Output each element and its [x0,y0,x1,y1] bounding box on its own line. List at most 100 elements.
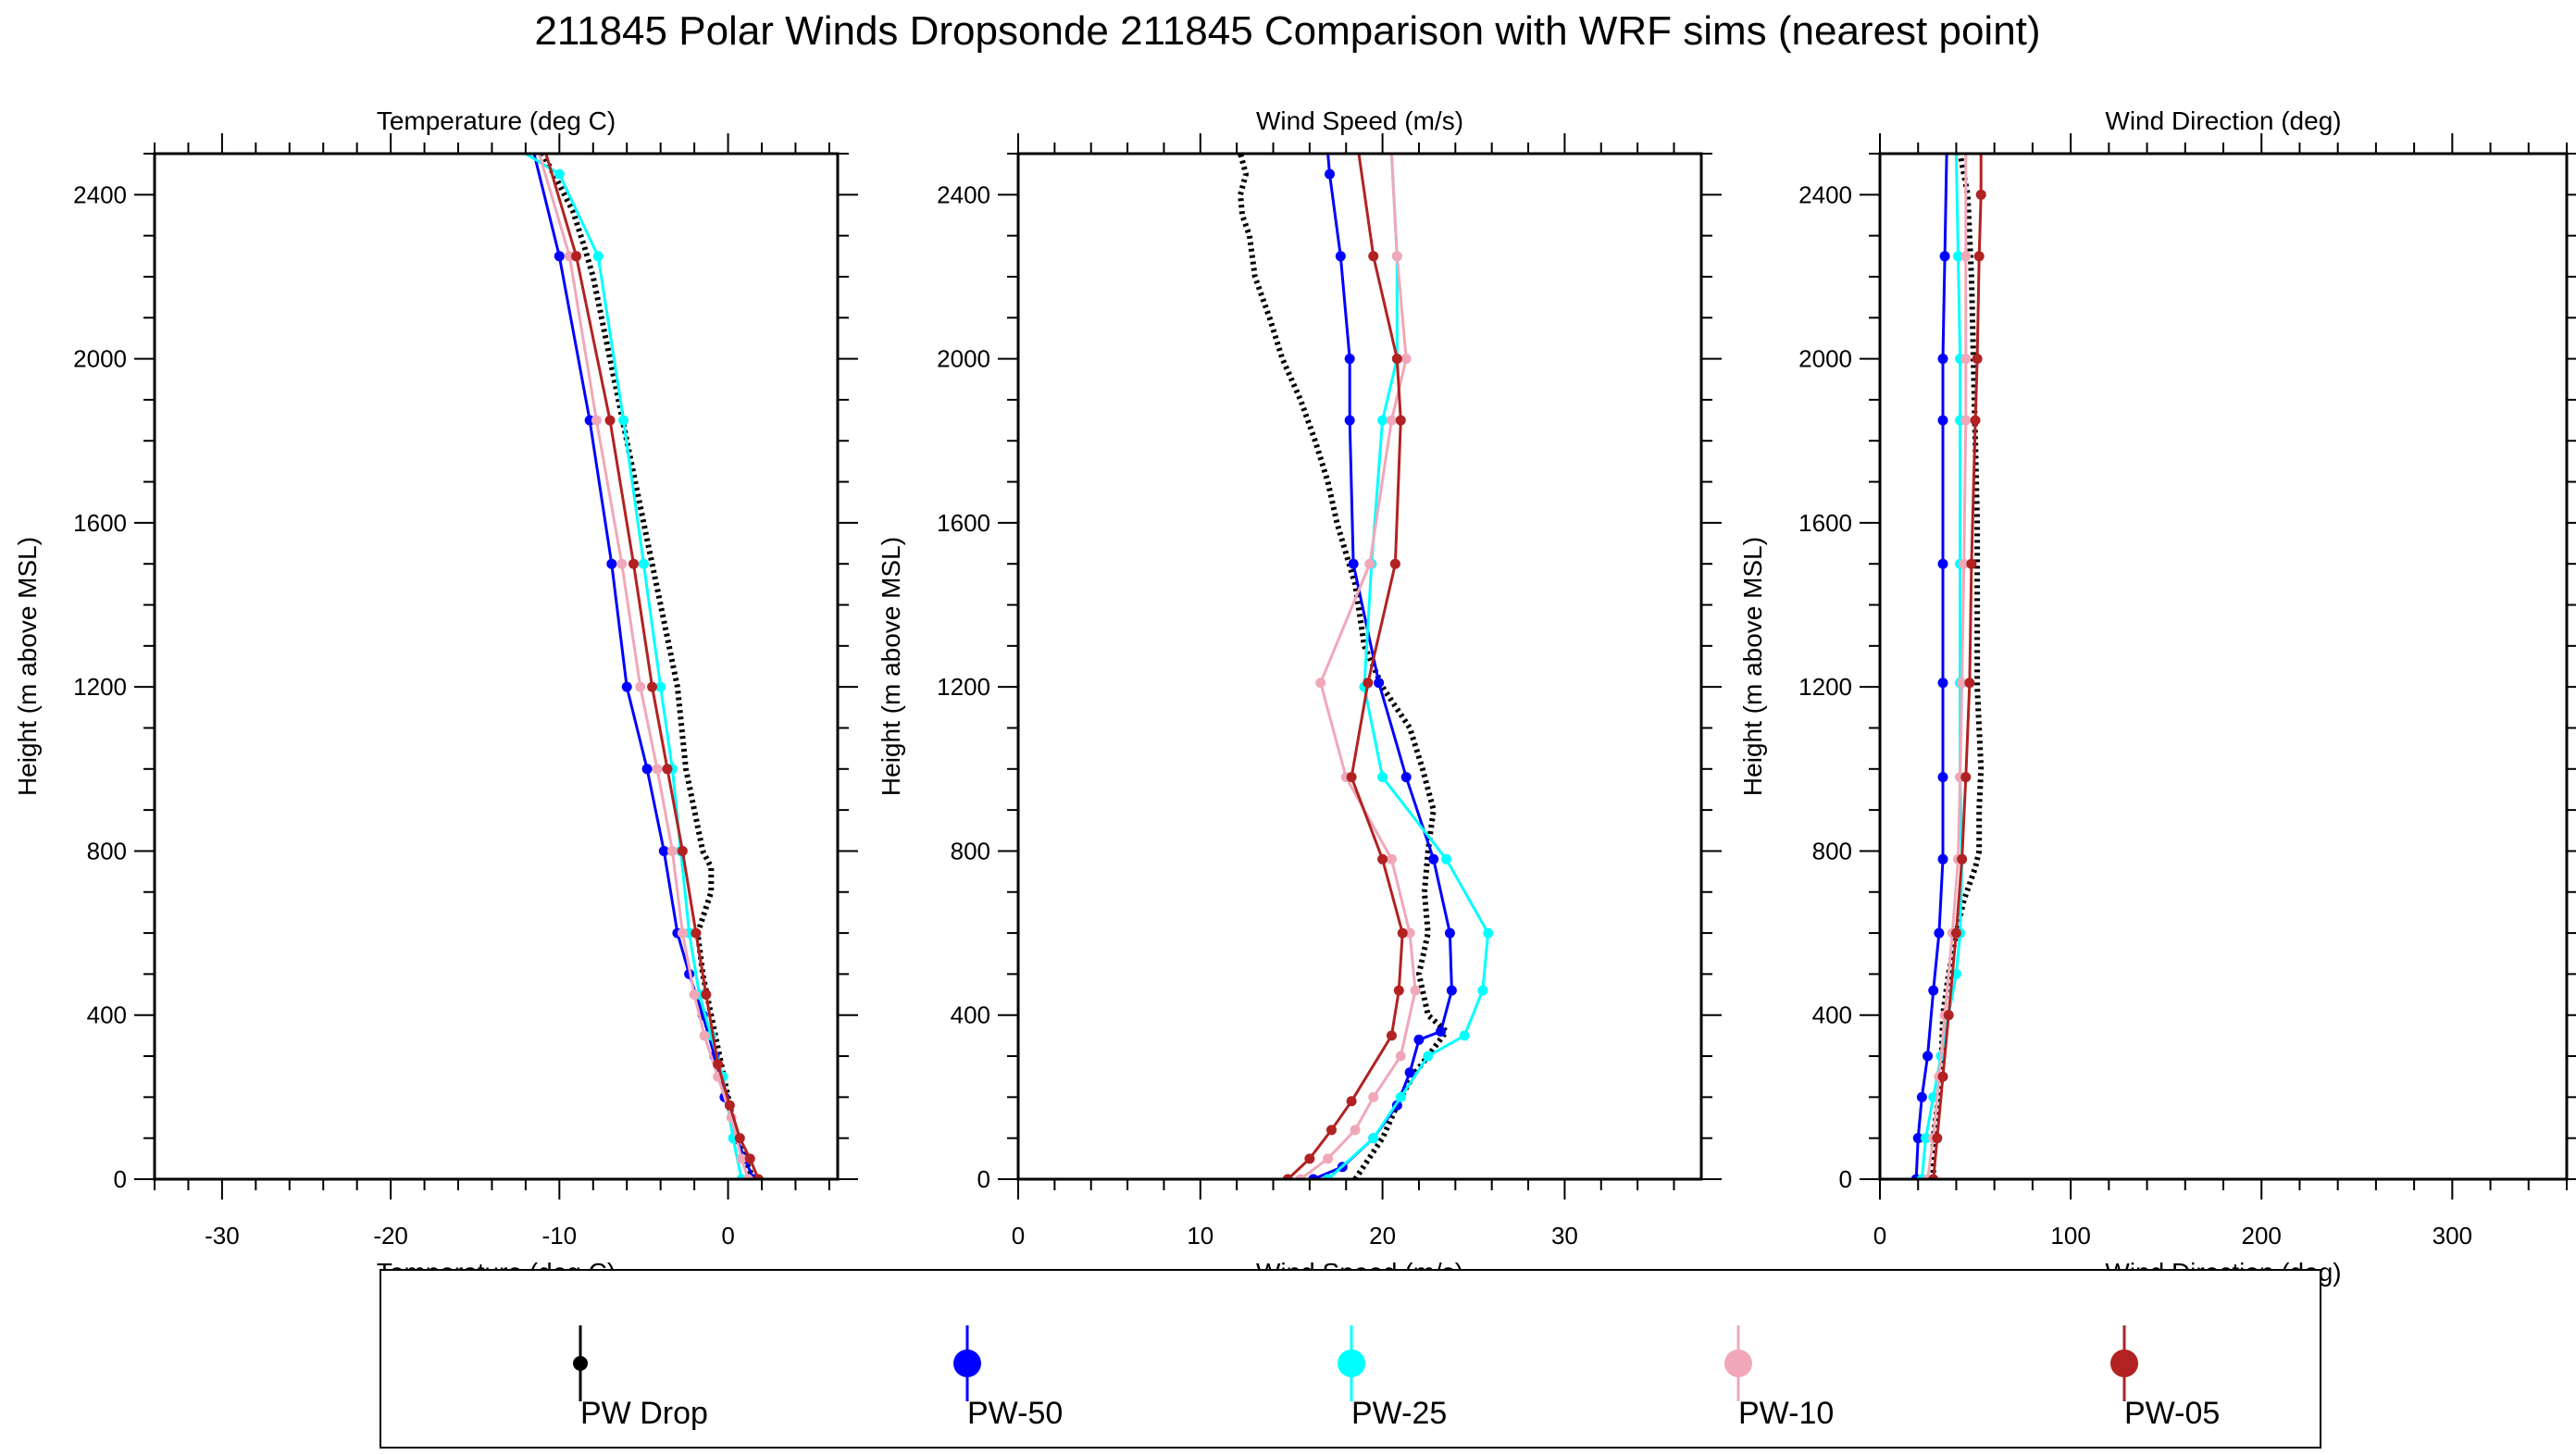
panel-wind-speed-m-s-ytick-label: 2400 [937,180,990,208]
panel-temperature-deg-c-series-pw-25-point [618,415,629,426]
panel-wind-speed-m-s-series-pw-50-point [1348,558,1359,569]
panel-wind-direction-deg-series-pw-50-point [1916,1091,1927,1102]
panel-wind-direction-deg-xtick-label: 0 [1873,1222,1886,1250]
panel-wind-speed-m-s-series-pw-25-point [1477,985,1488,996]
panel-wind-direction-deg-series-pw-50-line [1914,154,1948,1179]
panel-wind-direction-deg-series-pw-05-point [1972,354,1983,365]
panel-wind-direction-deg-series-pw-50-point [1937,354,1948,365]
panel-temperature-deg-c-series-pw-05-point [604,415,616,426]
panel-wind-speed-m-s-ytick-label: 800 [951,837,990,864]
panels: Temperature (deg C)Temperature (deg C)He… [13,106,2576,1287]
panel-temperature-deg-c-series-pw-10-point [689,989,700,1001]
figure-title: 211845 Polar Winds Dropsonde 211845 Comp… [534,8,2040,54]
panel-wind-speed-m-s-series-pw-10-point [1395,1051,1406,1062]
legend-item-pw-drop-marker [573,1356,588,1371]
panel-temperature-deg-c-xtick-label: -30 [205,1222,240,1250]
panel-temperature-deg-c-frame [153,152,840,1181]
panel-wind-direction-deg-series-pw-drop-line [1930,154,1985,1179]
panel-wind-direction-deg-series-pw-50-point [1923,1051,1934,1062]
panel-temperature-deg-c-series-pw-10-point [736,1153,747,1164]
panel-temperature-deg-c-series-pw-50-point [554,251,565,262]
panel-wind-speed-m-s-series-pw-50-point [1344,354,1355,365]
panel-wind-direction-deg-series-pw-10-point [1960,251,1972,262]
panel-wind-speed-m-s-xtick-label: 20 [1369,1222,1396,1250]
panel-temperature-deg-c-series-pw-10-point [591,415,602,426]
panel-wind-speed-m-s-series-pw-10-point [1315,678,1326,689]
panel-temperature-deg-c-title: Temperature (deg C) [377,106,616,135]
panel-wind-speed-m-s-ytick-label: 0 [977,1165,990,1193]
panel-temperature-deg-c-series-pw-05-point [701,989,712,1001]
panel-wind-speed-m-s-ytick-label: 400 [951,1001,990,1029]
panel-wind-speed-m-s-series-pw-10-point [1323,1153,1334,1164]
panel-wind-speed-m-s-series-pw-50-point [1436,1026,1447,1037]
panel-wind-speed-m-s-series-pw-50-point [1325,168,1336,180]
panel-wind-direction-deg-ytick-label: 800 [1812,837,1852,864]
panel-wind-speed-m-s-series-pw-drop-line [1238,154,1450,1179]
panel-temperature-deg-c-series-pw-10-point [666,845,678,856]
panel-wind-direction-deg-ytick-label: 400 [1812,1001,1852,1029]
panel-wind-speed-m-s-series-pw-10-point [1404,927,1415,939]
legend-item-pw-50-label: PW-50 [967,1396,1063,1431]
panel-wind-direction-deg-title: Wind Direction (deg) [2105,106,2341,135]
panel-temperature-deg-c-series-pw-05-point [647,681,658,692]
panel-wind-speed-m-s-series-pw-05-point [1391,354,1402,365]
panel-temperature-deg-c-ytick-label: 0 [114,1165,127,1193]
panel-temperature-deg-c-series-pw-05-point [713,1059,724,1070]
panel-wind-direction-deg-series-pw-05-point [1957,853,1968,864]
panel-wind-speed-m-s-series-pw-05-point [1325,1125,1337,1136]
panel-wind-speed-m-s-plot-area [1238,154,1494,1179]
panel-wind-direction-deg-series-pw-50-point [1937,853,1948,864]
panel-wind-direction-deg-series-pw-05-point [1966,558,1977,569]
panel-temperature-deg-c-series-pw-10-point [652,764,663,775]
panel-temperature-deg-c-series-pw-05-point [571,251,582,262]
panel-wind-direction-deg-series-pw-50-point [1937,415,1948,426]
panel-wind-speed-m-s-series-pw-50-point [1444,927,1455,939]
panel-wind-speed-m-s-series-pw-05-point [1377,853,1388,864]
panel-wind-direction-deg-xtick-label: 200 [2242,1222,2282,1250]
panel-wind-speed-m-s-series-pw-50-point [1374,678,1385,689]
panel-temperature-deg-c-series-pw-drop-line [540,154,756,1179]
panel-wind-direction-deg-series-pw-25-point [1920,1133,1931,1144]
panel-wind-speed-m-s-series-pw-25-point [1483,927,1494,939]
panel-temperature-deg-c-xtick-label: -10 [542,1222,578,1250]
panel-wind-speed-m-s-series-pw-10-point [1400,354,1412,365]
panel-temperature-deg-c-series-pw-10-point [677,927,688,939]
panel-wind-direction-deg-series-pw-05-point [1950,927,1961,939]
panel-wind-speed-m-s-series-pw-25-point [1423,1051,1434,1062]
panel-wind-direction-deg-series-pw-50-point [1912,1133,1923,1144]
panel-wind-speed-m-s-series-pw-50-point [1400,772,1412,783]
panel-wind-speed-m-s-series-pw-10-point [1386,415,1397,426]
panel-temperature-deg-c: Temperature (deg C)Temperature (deg C)He… [13,106,858,1287]
panel-temperature-deg-c-ytick-label: 800 [87,837,127,864]
panel-wind-speed-m-s-series-pw-50-line [1313,154,1453,1179]
panel-wind-speed-m-s-series-pw-50-point [1344,415,1355,426]
panel-wind-direction-deg-series-pw-05-point [1932,1133,1943,1144]
panel-temperature-deg-c-plot-area [525,154,764,1179]
panel-wind-direction-deg-series-pw-50-point [1928,985,1939,996]
panel-wind-speed-m-s-series-pw-05-point [1386,1030,1397,1041]
panel-temperature-deg-c-xtick-label: -20 [373,1222,408,1250]
panel-temperature-deg-c-series-pw-25-point [638,558,649,569]
panel-wind-speed-m-s-series-pw-05-point [1389,558,1400,569]
panel-wind-direction-deg-series-pw-10-point [1960,415,1972,426]
panel-temperature-deg-c-series-pw-25-point [655,681,666,692]
legend-item-pw-10: PW-10 [1724,1325,1834,1431]
panel-temperature-deg-c-series-pw-50-point [641,764,653,775]
legend-item-pw-05-label: PW-05 [2124,1396,2220,1431]
panel-wind-direction-deg-series-pw-50-point [1937,678,1948,689]
legend-item-pw-50: PW-50 [953,1325,1063,1431]
panel-wind-direction-deg-series-pw-05-point [1960,772,1972,783]
panel-temperature-deg-c-series-pw-10-line [538,154,750,1179]
panel-wind-direction-deg-xtick-label: 300 [2433,1222,2472,1250]
panel-temperature-deg-c-series-pw-05-point [691,927,702,939]
panel-wind-speed-m-s-ytick-label: 1600 [937,509,990,537]
panel-wind-direction-deg-ytick-label: 0 [1839,1165,1852,1193]
panel-wind-direction-deg-ytick-label: 2000 [1798,345,1852,373]
panel-temperature-deg-c-series-pw-05-point [744,1153,755,1164]
panel-temperature-deg-c-series-pw-50-point [606,558,617,569]
panel-wind-speed-m-s-series-pw-10-point [1391,251,1402,262]
panel-temperature-deg-c-series-pw-25-line [525,154,743,1179]
panel-wind-speed-m-s-series-pw-10-point [1386,853,1397,864]
panel-wind-speed-m-s-series-pw-25-point [1459,1030,1470,1041]
panel-wind-speed-m-s-ytick-label: 1200 [937,673,990,701]
